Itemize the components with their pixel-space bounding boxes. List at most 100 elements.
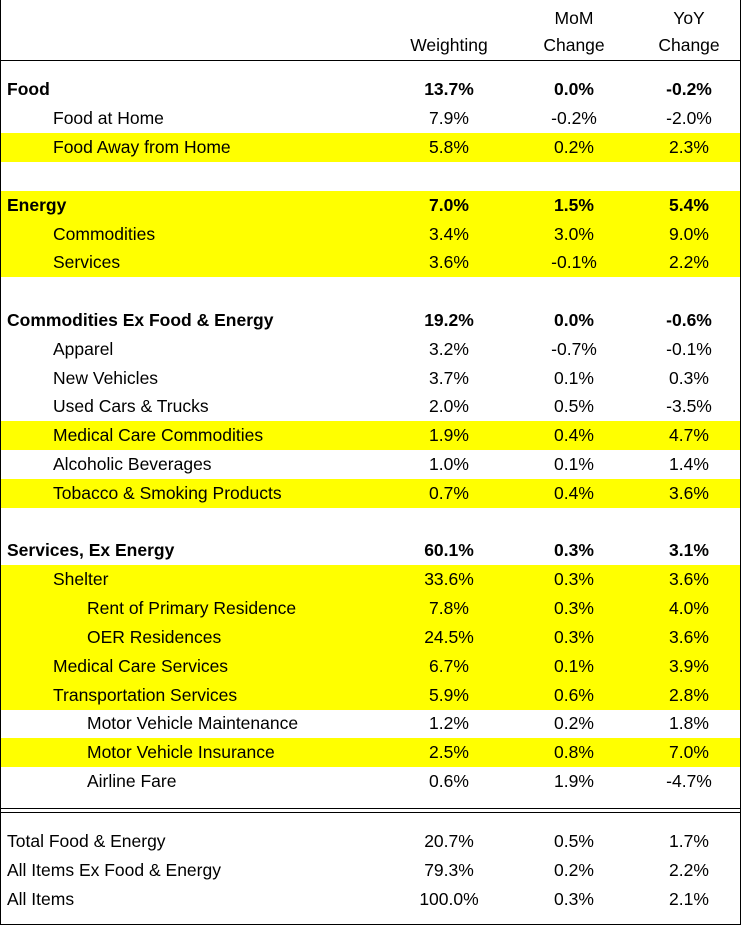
table-header: Weighting MoM Change YoY Change	[1, 0, 740, 60]
row-yoy-change: 2.2%	[669, 860, 709, 880]
row-weighting: 7.8%	[429, 598, 469, 618]
table-row: Alcoholic Beverages 1.0% 0.1% 1.4%	[1, 450, 740, 479]
row-yoy-change: -0.2%	[666, 79, 712, 99]
row-yoy-change: 3.6%	[669, 627, 709, 647]
row-mom-change: 1.5%	[554, 195, 594, 215]
row-yoy-change: 5.4%	[669, 195, 709, 215]
table-row: Apparel 3.2% -0.7% -0.1%	[1, 335, 740, 364]
header-mom-top: MoM	[554, 8, 594, 28]
row-weighting: 0.6%	[429, 771, 469, 791]
row-mom-change: 0.2%	[554, 860, 594, 880]
table-row: Food Away from Home 5.8% 0.2% 2.3%	[1, 133, 740, 162]
row-weighting: 7.9%	[429, 108, 469, 128]
header-yoy-bottom: Change	[658, 35, 720, 55]
row-label: Motor Vehicle Maintenance	[87, 713, 299, 733]
row-mom-change: 0.2%	[554, 137, 594, 157]
table-row: New Vehicles 3.7% 0.1% 0.3%	[1, 364, 740, 393]
row-label: Medical Care Services	[53, 656, 229, 676]
row-mom-change: 1.9%	[554, 771, 594, 791]
table-row: Food at Home 7.9% -0.2% -2.0%	[1, 104, 740, 133]
row-label: Food	[7, 79, 50, 99]
row-yoy-change: 3.9%	[669, 656, 709, 676]
row-label: Used Cars & Trucks	[53, 396, 209, 416]
row-label: OER Residences	[87, 627, 222, 647]
row-mom-change: 0.4%	[554, 425, 594, 445]
row-yoy-change: -0.1%	[666, 339, 712, 359]
row-mom-change: -0.2%	[551, 108, 597, 128]
row-yoy-change: 0.3%	[669, 368, 709, 388]
header-weighting: Weighting	[410, 35, 488, 55]
row-label: Energy	[7, 195, 67, 215]
row-label: Food at Home	[53, 108, 164, 128]
table-row: All Items 100.0% 0.3% 2.1%	[1, 885, 740, 914]
table-row: Food 13.7% 0.0% -0.2%	[1, 75, 740, 104]
row-mom-change: 0.4%	[554, 483, 594, 503]
table-row: Energy 7.0% 1.5% 5.4%	[1, 191, 740, 220]
table-row: Motor Vehicle Insurance 2.5% 0.8% 7.0%	[1, 738, 740, 767]
row-weighting: 3.2%	[429, 339, 469, 359]
row-weighting: 3.7%	[429, 368, 469, 388]
table-row: Used Cars & Trucks 2.0% 0.5% -3.5%	[1, 392, 740, 421]
row-yoy-change: 2.3%	[669, 137, 709, 157]
table-row: Tobacco & Smoking Products 0.7% 0.4% 3.6%	[1, 479, 740, 508]
row-label: Tobacco & Smoking Products	[53, 483, 282, 503]
row-mom-change: 0.8%	[554, 742, 594, 762]
row-weighting: 5.8%	[429, 137, 469, 157]
row-mom-change: 0.1%	[554, 454, 594, 474]
row-mom-change: 0.0%	[554, 79, 594, 99]
row-mom-change: 0.2%	[554, 713, 594, 733]
row-label: Rent of Primary Residence	[87, 598, 297, 618]
row-yoy-change: 9.0%	[669, 224, 709, 244]
header-mom-bottom: Change	[543, 35, 605, 55]
row-weighting: 1.0%	[429, 454, 469, 474]
table-row: Total Food & Energy 20.7% 0.5% 1.7%	[1, 827, 740, 856]
row-label: Total Food & Energy	[7, 831, 166, 851]
row-weighting: 60.1%	[424, 540, 474, 560]
row-weighting: 100.0%	[419, 889, 479, 909]
row-yoy-change: 2.2%	[669, 252, 709, 272]
row-label: Commodities	[53, 224, 156, 244]
row-label: All Items Ex Food & Energy	[7, 860, 221, 880]
row-label: Transportation Services	[53, 685, 238, 705]
row-weighting: 7.0%	[429, 195, 469, 215]
header-yoy-top: YoY	[673, 8, 705, 28]
row-label: Services, Ex Energy	[7, 540, 175, 560]
row-mom-change: -0.1%	[551, 252, 597, 272]
row-yoy-change: 4.7%	[669, 425, 709, 445]
row-yoy-change: 3.6%	[669, 483, 709, 503]
table-row: Rent of Primary Residence 7.8% 0.3% 4.0%	[1, 594, 740, 623]
row-mom-change: 0.1%	[554, 368, 594, 388]
row-weighting: 33.6%	[424, 569, 474, 589]
row-weighting: 6.7%	[429, 656, 469, 676]
row-mom-change: 0.0%	[554, 310, 594, 330]
table-row: Services 3.6% -0.1% 2.2%	[1, 248, 740, 277]
table-row: Transportation Services 5.9% 0.6% 2.8%	[1, 681, 740, 710]
row-weighting: 79.3%	[424, 860, 474, 880]
row-weighting: 3.6%	[429, 252, 469, 272]
table-row: Airline Fare 0.6% 1.9% -4.7%	[1, 767, 740, 796]
row-label: New Vehicles	[53, 368, 159, 388]
row-weighting: 2.0%	[429, 396, 469, 416]
row-label: Apparel	[53, 339, 114, 359]
row-yoy-change: 3.1%	[669, 540, 709, 560]
row-label: Shelter	[53, 569, 109, 589]
row-mom-change: 3.0%	[554, 224, 594, 244]
row-weighting: 3.4%	[429, 224, 469, 244]
row-mom-change: -0.7%	[551, 339, 597, 359]
total-double-rule	[1, 808, 740, 813]
row-yoy-change: 1.8%	[669, 713, 709, 733]
row-weighting: 13.7%	[424, 79, 474, 99]
row-mom-change: 0.5%	[554, 396, 594, 416]
row-label: Alcoholic Beverages	[53, 454, 212, 474]
row-label: Motor Vehicle Insurance	[87, 742, 275, 762]
row-label: Services	[53, 252, 121, 272]
table-row: Motor Vehicle Maintenance 1.2% 0.2% 1.8%	[1, 709, 740, 738]
row-mom-change: 0.1%	[554, 656, 594, 676]
row-mom-change: 0.3%	[554, 598, 594, 618]
row-yoy-change: 4.0%	[669, 598, 709, 618]
row-yoy-change: -2.0%	[666, 108, 712, 128]
row-mom-change: 0.3%	[554, 569, 594, 589]
row-label: Food Away from Home	[53, 137, 231, 157]
row-mom-change: 0.3%	[554, 540, 594, 560]
